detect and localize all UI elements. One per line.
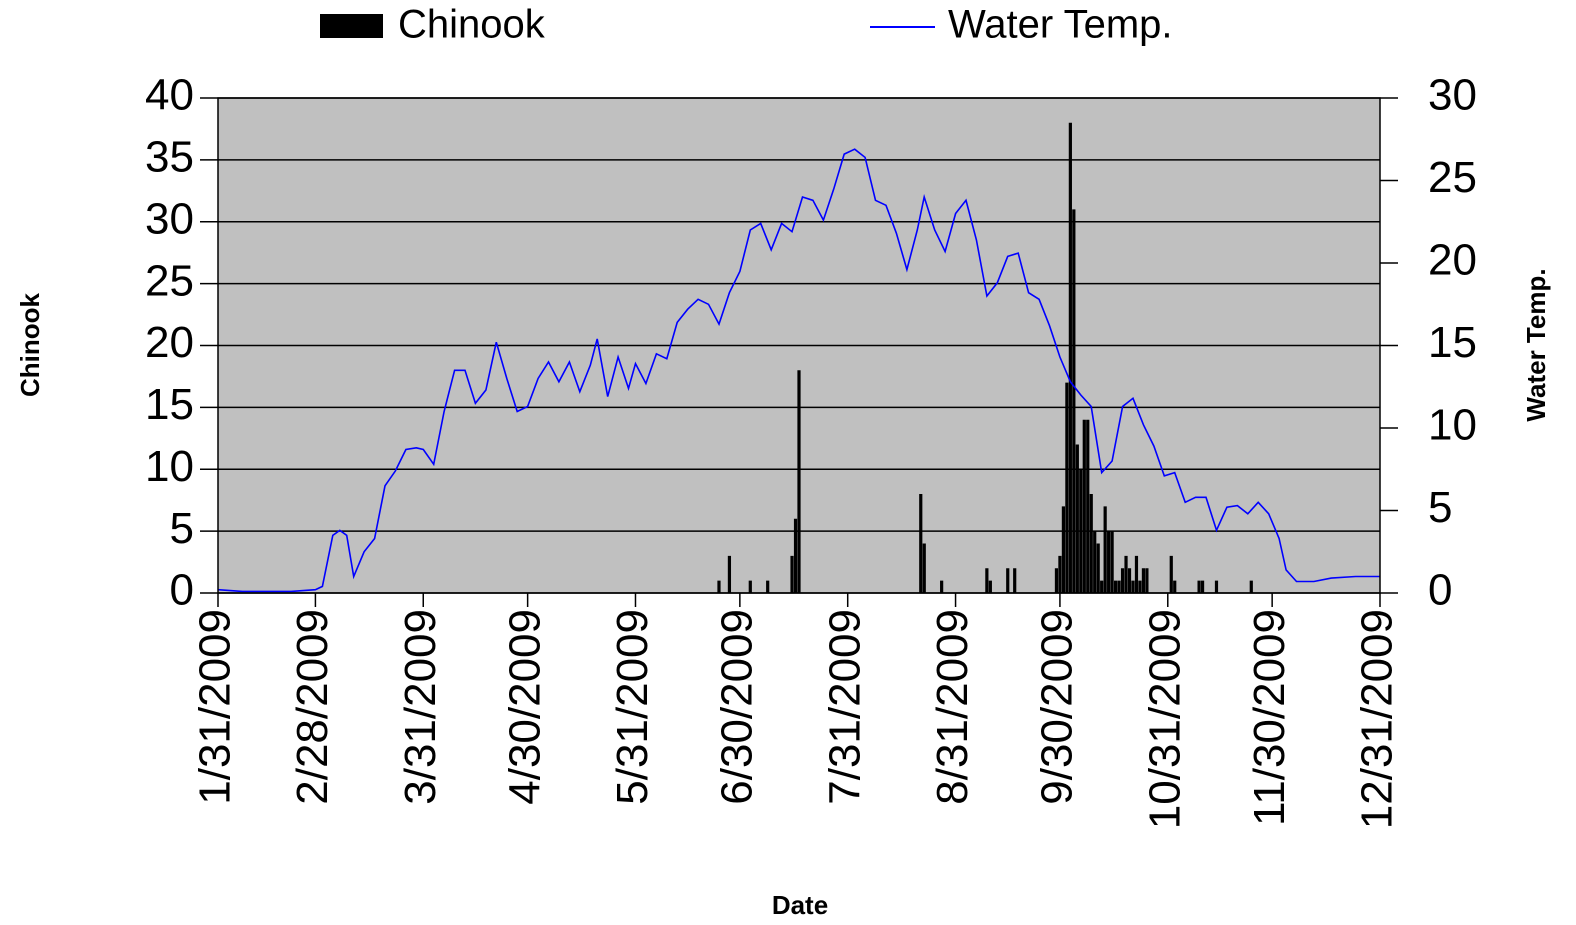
bar — [1086, 419, 1090, 593]
legend-swatch — [320, 14, 383, 38]
legend-label: Water Temp. — [948, 3, 1173, 47]
bar — [1113, 580, 1118, 593]
bar — [1054, 568, 1059, 593]
y-tick-label: 10 — [145, 442, 194, 491]
bar — [1006, 568, 1010, 593]
bar — [1082, 419, 1086, 593]
x-tick-label: 3/31/2009 — [396, 609, 445, 805]
x-tick-label: 2/28/2009 — [288, 609, 337, 805]
bar — [1120, 568, 1125, 593]
bar — [1061, 506, 1066, 593]
bar — [1145, 568, 1149, 593]
bar — [793, 518, 798, 593]
x-tick-label: 11/30/2009 — [1245, 609, 1294, 826]
y-tick-label: 35 — [145, 133, 194, 182]
bar — [1089, 494, 1093, 593]
x-tick-label: 4/30/2009 — [500, 609, 549, 805]
bar — [1117, 580, 1121, 593]
bar — [766, 580, 770, 593]
line — [217, 148, 1380, 593]
y2-tick-label: 5 — [1428, 483, 1452, 532]
x-axis-title: Date — [772, 890, 828, 920]
bar — [1013, 568, 1017, 593]
bar — [1100, 580, 1104, 593]
legend-label: Chinook — [398, 3, 546, 47]
bar — [1249, 580, 1253, 593]
plot-border — [217, 97, 1381, 594]
x-tick-label: 7/31/2009 — [820, 609, 869, 805]
bar — [1131, 580, 1135, 593]
y-tick-label: 5 — [170, 504, 194, 553]
y-tick-label: 15 — [145, 380, 194, 429]
bar — [1197, 580, 1201, 593]
bar — [1169, 555, 1173, 593]
x-tick-label: 6/30/2009 — [712, 609, 761, 805]
y2-tick-label: 0 — [1428, 566, 1452, 615]
bar — [1124, 555, 1128, 593]
y-tick-label: 30 — [145, 194, 194, 243]
bar — [985, 568, 989, 593]
x-tick-label: 9/30/2009 — [1033, 609, 1082, 805]
bar — [1200, 580, 1205, 593]
y2-axis-title: Water Temp. — [1521, 268, 1551, 421]
bar — [727, 555, 732, 593]
x-tick-label: 5/31/2009 — [608, 609, 657, 805]
bar — [1214, 580, 1219, 593]
y2-tick-label: 20 — [1428, 236, 1477, 285]
bar — [1110, 531, 1114, 593]
y2-tick-label: 30 — [1428, 71, 1477, 120]
y2-tick-label: 25 — [1428, 153, 1477, 202]
bar — [1096, 543, 1100, 593]
bar — [919, 494, 923, 593]
x-tick-label: 10/31/2009 — [1140, 609, 1189, 829]
bar — [1173, 580, 1177, 593]
bar — [940, 580, 944, 593]
bar — [1127, 568, 1132, 593]
bar — [1075, 444, 1079, 593]
bar — [1134, 555, 1139, 593]
bar — [1138, 580, 1142, 593]
y-axis-title: Chinook — [15, 292, 45, 397]
bar — [797, 370, 801, 593]
y2-tick-label: 15 — [1428, 318, 1477, 367]
bar — [1141, 568, 1146, 593]
bar — [1107, 531, 1111, 593]
y-tick-label: 40 — [145, 71, 194, 120]
y-tick-label: 25 — [145, 256, 194, 305]
bar — [1079, 469, 1083, 593]
bar — [1093, 531, 1097, 593]
x-tick-label: 8/31/2009 — [928, 609, 977, 805]
y2-tick-label: 10 — [1428, 401, 1477, 450]
x-tick-label: 1/31/2009 — [191, 609, 240, 805]
bar — [1103, 506, 1107, 593]
bar — [1058, 555, 1062, 593]
bar — [717, 580, 721, 593]
bar — [988, 580, 992, 593]
bar — [748, 580, 752, 593]
y-tick-label: 20 — [145, 318, 194, 367]
bar — [1065, 382, 1069, 593]
bar — [1072, 209, 1076, 593]
x-tick-label: 12/31/2009 — [1353, 609, 1402, 829]
bar — [922, 543, 926, 593]
y-tick-label: 0 — [170, 566, 194, 615]
bar — [1068, 122, 1072, 593]
bar — [790, 555, 794, 593]
